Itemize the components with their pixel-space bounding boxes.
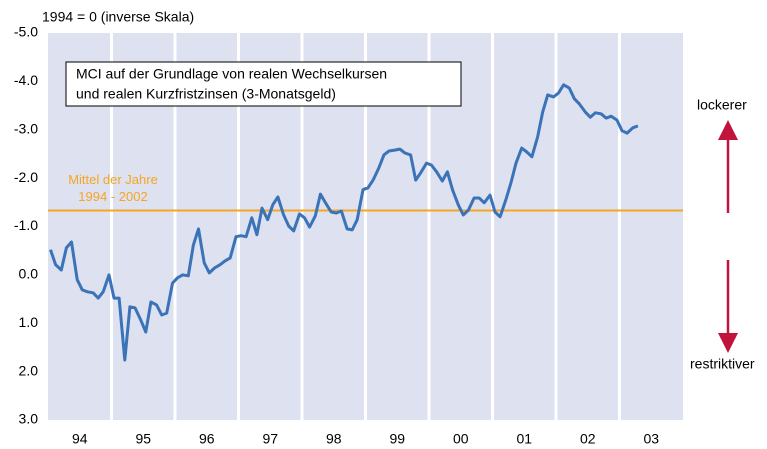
text-box [65, 61, 462, 107]
x-tick-label: 96 [199, 431, 215, 447]
y-tick-label: -3.0 [14, 120, 38, 136]
y-tick-label: -1.0 [14, 217, 38, 233]
x-tick-label: 02 [580, 431, 596, 447]
x-tick-label: 95 [135, 431, 151, 447]
x-tick-label: 99 [389, 431, 405, 447]
x-tick-label: 00 [453, 431, 469, 447]
reference-label: Mittel der Jahre [68, 172, 158, 187]
x-tick-label: 98 [326, 431, 342, 447]
data-line [49, 83, 639, 362]
subtitle: 1994 = 0 (inverse Skala) [42, 9, 194, 25]
text-box-line: und realen Kurzfristzinsen (3-Monatsgeld… [76, 86, 336, 102]
y-tick-label: 2.0 [19, 362, 39, 378]
y-tick-label: 3.0 [19, 411, 39, 427]
x-tick-label: 94 [72, 431, 88, 447]
side-label: restriktiver [690, 356, 755, 372]
reference-label: 1994 - 2002 [78, 189, 147, 204]
y-tick-label: -2.0 [14, 169, 38, 185]
x-tick-label: 03 [643, 431, 659, 447]
y-tick-label: 0.0 [19, 266, 39, 282]
text-box-line: MCI auf der Grundlage von realen Wechsel… [76, 66, 387, 82]
y-tick-label: -5.0 [14, 24, 38, 40]
y-tick-label: -4.0 [14, 72, 38, 88]
x-tick-label: 01 [516, 431, 532, 447]
y-tick-label: 1.0 [19, 314, 39, 330]
side-label: lockerer [697, 97, 747, 113]
x-tick-label: 97 [262, 431, 278, 447]
